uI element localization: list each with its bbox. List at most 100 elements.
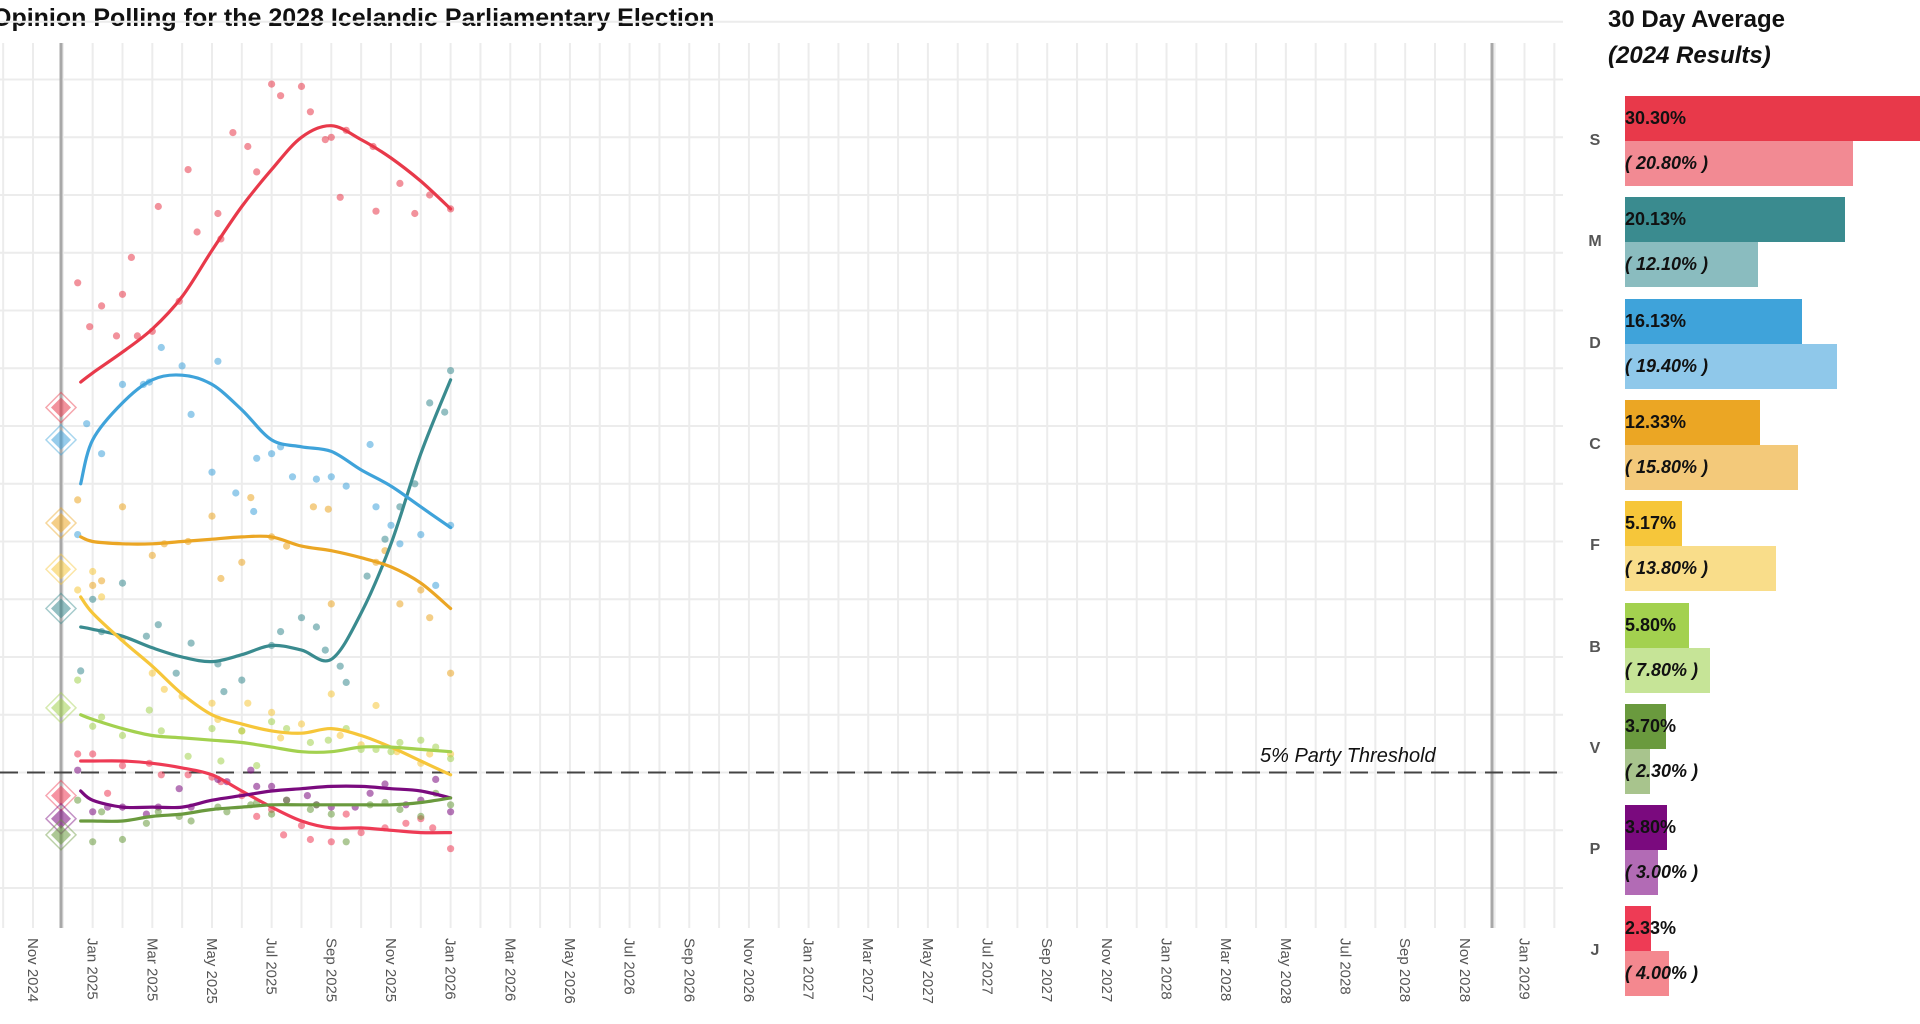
poll-point-s xyxy=(426,191,434,199)
poll-point-b xyxy=(447,755,455,763)
result-diamond-s xyxy=(44,391,78,424)
poll-point-s xyxy=(86,323,94,331)
x-tick-label: Nov 2024 xyxy=(24,938,41,1003)
trend-line-v xyxy=(79,796,453,823)
x-tick-label: Nov 2025 xyxy=(382,938,399,1003)
avg-value-v: 3.70% xyxy=(1625,715,1677,736)
poll-point-d xyxy=(253,454,261,462)
poll-point-p xyxy=(447,808,455,816)
poll-point-d xyxy=(214,357,222,365)
x-tick-label: Jul 2028 xyxy=(1336,938,1354,995)
chart-title: Opinion Polling for the 2028 Icelandic P… xyxy=(0,4,715,32)
poll-point-s xyxy=(411,209,419,218)
poll-point-c xyxy=(208,512,216,520)
poll-point-s xyxy=(321,136,329,144)
poll-point-p xyxy=(381,780,389,788)
poll-point-d xyxy=(178,362,186,370)
poll-point-d xyxy=(288,473,297,481)
poll-point-f xyxy=(244,699,252,707)
x-tick-label: Sep 2026 xyxy=(680,938,698,1003)
poll-point-j xyxy=(89,750,97,758)
poll-point-p xyxy=(268,782,276,791)
poll-point-s xyxy=(214,209,222,218)
poll-point-b xyxy=(283,725,291,733)
poll-point-b xyxy=(238,727,246,735)
poll-point-m xyxy=(411,480,419,488)
poll-point-p xyxy=(303,792,311,800)
poll-point-d xyxy=(387,521,395,529)
poll-point-p xyxy=(175,785,183,793)
poll-point-m xyxy=(89,595,97,603)
poll-point-j xyxy=(429,824,437,832)
poll-point-c xyxy=(247,494,255,502)
poll-point-f xyxy=(160,685,168,693)
result-bar-c xyxy=(1625,444,1798,490)
result-bar-f xyxy=(1625,546,1777,592)
poll-point-m xyxy=(187,639,195,647)
party-label-p: P xyxy=(1589,841,1601,859)
poll-point-j xyxy=(74,750,82,758)
poll-point-d xyxy=(417,531,425,539)
poll-point-f xyxy=(89,567,97,576)
poll-point-d xyxy=(98,450,106,458)
poll-point-c xyxy=(396,600,404,608)
avg-value-p: 3.80% xyxy=(1625,817,1677,838)
x-tick-label: Nov 2026 xyxy=(739,938,757,1003)
poll-point-b xyxy=(387,748,395,756)
x-tick-label: May 2026 xyxy=(560,938,578,1004)
poll-point-m xyxy=(312,623,320,631)
poll-point-p xyxy=(74,766,82,774)
poll-point-b xyxy=(74,676,82,684)
avg-value-b: 5.80% xyxy=(1625,614,1677,635)
poll-point-c xyxy=(89,581,97,590)
poll-point-m xyxy=(447,367,455,375)
x-tick-label: Sep 2027 xyxy=(1038,938,1056,1003)
poll-point-m xyxy=(238,676,246,684)
x-tick-label: Jan 2028 xyxy=(1157,938,1175,1000)
poll-point-v xyxy=(447,801,455,809)
poll-point-m xyxy=(154,621,162,629)
poll-point-c xyxy=(74,496,82,504)
result-diamond-m xyxy=(44,592,78,625)
x-tick-label: Mar 2027 xyxy=(859,938,877,1002)
poll-point-c xyxy=(309,503,317,511)
vertical-gridlines xyxy=(2,43,1556,928)
x-tick-label: Sep 2025 xyxy=(322,938,340,1003)
poll-point-s xyxy=(268,80,276,88)
poll-point-d xyxy=(268,450,276,458)
poll-point-s xyxy=(184,166,192,174)
poll-point-d xyxy=(432,581,440,590)
x-tick-label: Jul 2025 xyxy=(262,938,280,995)
x-tick-label: Jan 2027 xyxy=(799,938,817,1000)
result-value-j: ( 4.00% ) xyxy=(1625,963,1699,984)
result-diamond-f xyxy=(44,553,78,586)
result-bar-b xyxy=(1625,647,1711,693)
poll-point-d xyxy=(157,343,165,352)
poll-point-m xyxy=(118,579,127,587)
poll-point-d xyxy=(372,503,380,511)
avg-value-f: 5.17% xyxy=(1625,513,1677,534)
result-diamond-d xyxy=(44,423,78,456)
poll-point-b xyxy=(184,752,192,760)
poll-point-s xyxy=(154,202,162,211)
result-bar-m xyxy=(1625,242,1758,288)
poll-point-m xyxy=(363,572,371,580)
poll-point-m xyxy=(277,628,285,636)
poll-point-s xyxy=(327,133,335,141)
poll-point-p xyxy=(253,782,261,791)
poll-point-m xyxy=(381,535,389,543)
x-tick-label: Nov 2027 xyxy=(1097,938,1115,1003)
poll-point-c xyxy=(283,542,291,550)
poll-point-s xyxy=(127,253,135,261)
poll-point-s xyxy=(306,108,314,116)
poll-point-b xyxy=(396,738,404,747)
party-label-b: B xyxy=(1589,638,1601,656)
poll-point-s xyxy=(118,290,127,298)
x-tick-label: Jan 2029 xyxy=(1515,938,1533,1000)
poll-point-f xyxy=(277,734,285,742)
poll-point-c xyxy=(217,574,225,583)
avg-value-d: 16.13% xyxy=(1625,310,1687,331)
poll-point-d xyxy=(250,507,258,516)
poll-point-v xyxy=(342,838,350,846)
poll-point-m xyxy=(77,667,85,675)
